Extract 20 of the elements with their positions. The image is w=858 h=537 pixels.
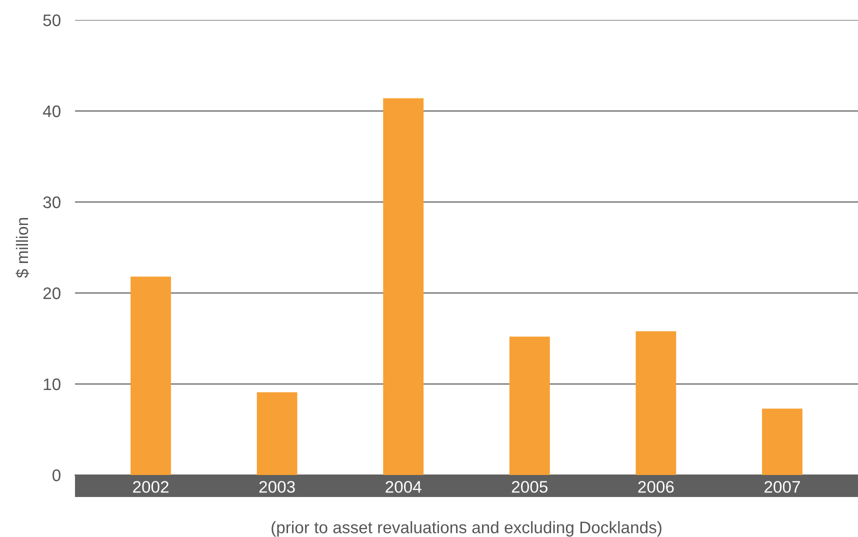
x-axis-title: (prior to asset revaluations and excluding Docklands) xyxy=(272,521,662,537)
y-tick-label: 40 xyxy=(42,105,60,118)
bar xyxy=(509,336,550,475)
x-tick-label: 2004 xyxy=(386,480,422,493)
y-axis-title: $ million xyxy=(16,218,30,278)
bar xyxy=(762,408,802,475)
bar xyxy=(383,98,424,475)
y-tick-label: 30 xyxy=(43,196,60,208)
x-tick-label: 2003 xyxy=(259,480,295,493)
y-tick-label: 20 xyxy=(43,287,60,300)
bar xyxy=(256,392,298,475)
y-tick-label: 50 xyxy=(43,14,60,26)
x-tick-label: 2002 xyxy=(133,480,168,493)
y-tick-label: 0 xyxy=(52,469,60,482)
x-tick-label: 2006 xyxy=(638,480,674,493)
bar xyxy=(130,276,171,475)
bar xyxy=(636,331,676,475)
x-tick-label: 2007 xyxy=(764,480,800,493)
x-tick-label: 2005 xyxy=(512,480,548,493)
y-tick-label: 10 xyxy=(44,378,60,390)
